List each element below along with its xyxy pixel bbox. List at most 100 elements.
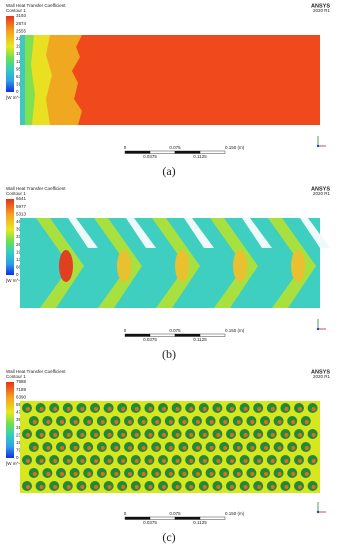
- contour: [210, 218, 258, 308]
- contour: [121, 485, 126, 489]
- contour: [53, 407, 58, 411]
- legend-value: 7988: [16, 379, 27, 384]
- contour: [182, 446, 187, 450]
- scale-bar: [124, 516, 151, 520]
- contour: [216, 459, 221, 463]
- contour: [26, 407, 30, 411]
- scale-bar: [199, 516, 226, 520]
- contour: [128, 446, 132, 450]
- contour: [66, 485, 71, 489]
- contour: [243, 407, 248, 411]
- contour: [196, 472, 200, 476]
- contour: [39, 485, 44, 489]
- contour: [304, 472, 309, 476]
- contour: [202, 485, 207, 489]
- contour: [243, 433, 248, 437]
- colorbar: [6, 382, 14, 458]
- axis-triad: [316, 144, 320, 148]
- contour: [73, 446, 78, 450]
- contour: [46, 472, 51, 476]
- contour: [216, 433, 221, 437]
- contour: [236, 446, 241, 450]
- contour: [209, 472, 214, 476]
- contour: [94, 433, 98, 437]
- legend-value: 6390: [16, 394, 27, 399]
- contour: [250, 446, 255, 450]
- contour: [196, 420, 200, 424]
- contour: [94, 459, 98, 463]
- contour: [257, 459, 262, 463]
- colorbar: [6, 16, 14, 92]
- axis-triad: [316, 327, 320, 331]
- legend-title: Wall Heat Transfer Coefficient: [6, 369, 66, 374]
- contour: [298, 485, 302, 489]
- brand: ANSYS: [311, 369, 330, 375]
- contour: [202, 459, 207, 463]
- contour: [216, 407, 221, 411]
- contour: [148, 433, 153, 437]
- contour: [66, 407, 71, 411]
- scale-label: 0.150 (m): [225, 511, 245, 516]
- axis-triad: [316, 510, 320, 514]
- contour: [168, 420, 173, 424]
- contour: [291, 472, 296, 476]
- contour: [107, 407, 112, 411]
- contour: [284, 407, 289, 411]
- contour: [257, 433, 262, 437]
- contour: [80, 433, 85, 437]
- contour: [168, 472, 173, 476]
- scale-label: 0.0375: [143, 520, 157, 525]
- contour: [223, 472, 228, 476]
- contour: [291, 446, 296, 450]
- contour: [148, 407, 153, 411]
- contour: [60, 446, 64, 450]
- contour: [128, 420, 132, 424]
- contour: [264, 446, 268, 450]
- contour: [209, 420, 214, 424]
- contour: [66, 433, 71, 437]
- contour: [298, 433, 302, 437]
- contour: [284, 459, 289, 463]
- contour: [100, 472, 105, 476]
- scale-label: 0.1125: [193, 337, 207, 342]
- contour: [250, 420, 255, 424]
- contour: [134, 407, 139, 411]
- contour: [94, 407, 98, 411]
- contour: [270, 433, 275, 437]
- scale-bar: [199, 333, 226, 337]
- contour: [291, 250, 305, 282]
- contour: [134, 433, 139, 437]
- contour: [182, 472, 187, 476]
- contour: [141, 420, 146, 424]
- contour: [155, 446, 160, 450]
- contour: [298, 407, 302, 411]
- contour: [189, 485, 194, 489]
- contour: [155, 420, 160, 424]
- contour: [277, 472, 282, 476]
- contour: [39, 433, 44, 437]
- contour: [243, 485, 248, 489]
- scale-label: 0: [124, 511, 127, 516]
- contour: [73, 420, 78, 424]
- contour: [311, 459, 316, 463]
- scale-bar: [174, 150, 201, 154]
- legend-value: 0: [16, 455, 19, 460]
- legend-value: 2874: [16, 21, 27, 26]
- scale-label: 0: [124, 145, 127, 150]
- scale-label: 0.150 (m): [225, 328, 245, 333]
- contour: [121, 433, 126, 437]
- legend-value: 0: [16, 272, 19, 277]
- contour: [32, 446, 37, 450]
- colorbar: [6, 199, 14, 275]
- contour: [184, 218, 214, 248]
- contour: [189, 459, 194, 463]
- contour: [53, 433, 58, 437]
- version: 2020 R1: [313, 8, 331, 13]
- contour: [270, 459, 275, 463]
- contour: [264, 472, 268, 476]
- caption: (b): [162, 347, 176, 361]
- contour: [60, 472, 64, 476]
- contour: [291, 420, 296, 424]
- contour: [121, 459, 126, 463]
